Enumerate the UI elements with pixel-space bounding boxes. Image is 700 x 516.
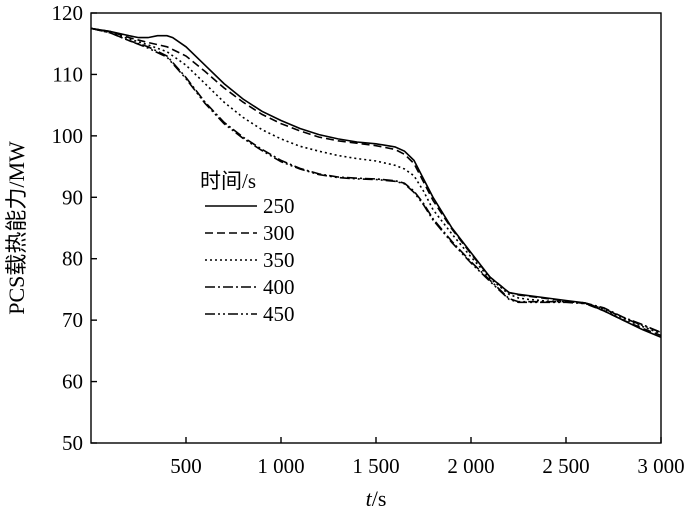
- legend-title: 时间/s: [200, 169, 256, 193]
- series-group: [90, 27, 662, 339]
- legend-label-350: 350: [263, 248, 295, 272]
- series-line-350: [90, 27, 662, 335]
- y-tick-label: 80: [62, 247, 83, 271]
- y-tick-label: 120: [52, 1, 84, 25]
- x-tick-label: 1 500: [352, 454, 399, 478]
- x-tick-label: 2 500: [542, 454, 589, 478]
- y-tick-label: 50: [62, 431, 83, 455]
- x-axis-title-italic: t: [366, 486, 373, 511]
- y-tick-label: 70: [62, 308, 83, 332]
- y-tick-label: 60: [62, 370, 83, 394]
- series-line-250: [90, 27, 662, 339]
- x-tick-label: 3 000: [637, 454, 684, 478]
- x-tick-label: 1 000: [257, 454, 304, 478]
- series-line-400: [90, 27, 662, 334]
- x-axis-title-unit: /s: [372, 486, 387, 511]
- x-tick-label: 500: [170, 454, 202, 478]
- y-tick-label: 110: [52, 62, 83, 86]
- x-axis-title: t/s: [366, 486, 387, 511]
- x-tick-label: 2 000: [447, 454, 494, 478]
- y-axis-title: PCS载热能力/MW: [4, 141, 29, 315]
- legend-label-450: 450: [263, 302, 295, 326]
- y-tick-label: 90: [62, 185, 83, 209]
- y-tick-label: 100: [52, 124, 84, 148]
- series-line-300: [90, 27, 662, 337]
- legend-label-250: 250: [263, 194, 295, 218]
- legend: 时间/s 250 300 350 400 450: [200, 169, 295, 326]
- legend-label-300: 300: [263, 221, 295, 245]
- legend-label-400: 400: [263, 275, 295, 299]
- plot-frame: [90, 12, 662, 444]
- series-line-450: [90, 27, 662, 334]
- axes: 50 60 70 80 90 100 110 120 500 1 000 1 500 2 000 2 5…: [52, 1, 685, 478]
